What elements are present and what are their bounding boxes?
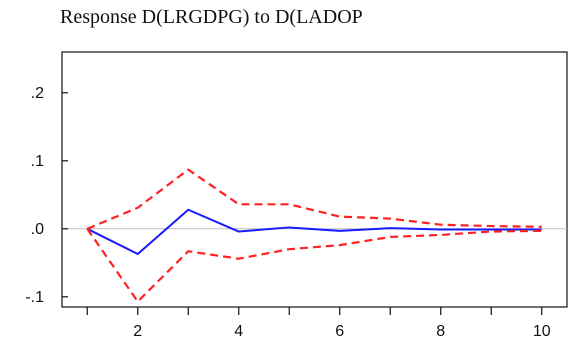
x-tick-label: 10 (533, 323, 551, 340)
x-tick-label: 8 (436, 323, 445, 340)
y-tick-label: -.1 (25, 289, 44, 306)
x-tick-label: 2 (133, 323, 142, 340)
series-line-response (86, 208, 542, 255)
x-tick-label: 6 (335, 323, 344, 340)
x-tick-label: 4 (234, 323, 243, 340)
series-line-lower-band (86, 228, 542, 303)
y-tick-label: .0 (31, 221, 44, 238)
y-tick-label: .1 (31, 153, 44, 170)
plot-frame (61, 51, 568, 308)
y-tick-label: .2 (31, 85, 44, 102)
series-line-upper-band (86, 168, 542, 230)
chart-title: Response D(LRGDPG) to D(LADOP (60, 6, 363, 28)
